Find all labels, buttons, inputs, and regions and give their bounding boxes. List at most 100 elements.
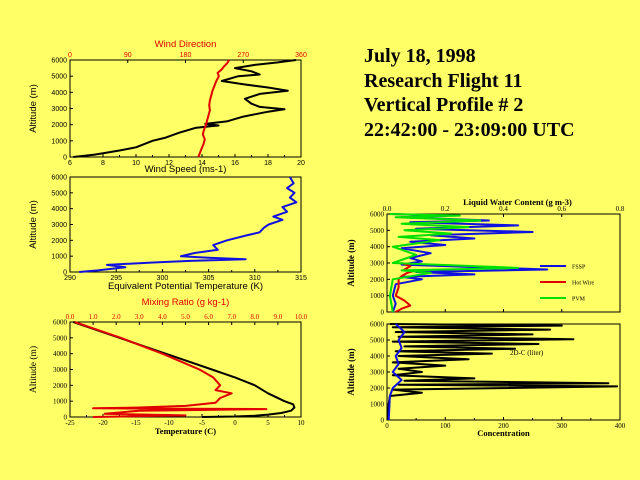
theta-y-tick-label: 4000 [51, 206, 67, 213]
wind-x-label: Wind Speed (ms-1) [145, 164, 227, 175]
wind-x2-tick-label: 0 [68, 52, 72, 59]
temp-frame [69, 321, 302, 418]
theta-x-tick-label: 290 [64, 275, 76, 282]
lwc-x-tick-label: 0.8 [616, 205, 625, 213]
wind-x-tick-label: 20 [297, 160, 305, 167]
conc-x-tick-label: 300 [557, 422, 568, 430]
wind-x2-tick-label: 360 [295, 52, 307, 59]
wind-y-tick-label: 6000 [51, 58, 67, 65]
lwc-legend-label: PVM [572, 297, 586, 303]
conc-x-tick-label: 400 [615, 422, 626, 430]
lwc-x-tick-label: 0.4 [499, 205, 508, 213]
theta-frame [69, 176, 302, 273]
conc-annotation: 2D-C (liter) [510, 349, 544, 357]
title-block: July 18, 1998 Research Flight 11 Vertica… [364, 44, 575, 142]
title-date: July 18, 1998 [364, 45, 476, 67]
conc-series-2d-c-liter [386, 323, 619, 421]
wind-y-tick-label: 3000 [51, 106, 67, 113]
wind-x-tick-label: 12 [165, 160, 173, 167]
theta-x-tick-label: 305 [203, 275, 215, 282]
theta-x-tick-label: 310 [249, 275, 261, 282]
theta-y-tick-label: 3000 [51, 222, 67, 229]
theta-x-tick-label: 315 [295, 275, 307, 282]
theta-x-tick-label: 300 [157, 275, 169, 282]
wind-x2-tick-label: 270 [237, 52, 249, 59]
wind-y-tick-label: 2000 [51, 122, 67, 129]
wind-series-wind-speed [73, 59, 297, 158]
wind-x-tick-label: 18 [264, 160, 272, 167]
temp-x2-tick-label: 6.0 [204, 313, 213, 321]
wind-x-tick-label: 6 [68, 160, 72, 167]
conc-x-label: Concentration [477, 428, 530, 438]
temp-x-tick-label: -5 [199, 419, 205, 427]
lwc-legend-label: Hot Wire [572, 281, 594, 287]
conc-y-tick-label: 4000 [370, 353, 385, 361]
wind-y-tick-label: 0 [63, 155, 67, 162]
theta-y-tick-label: 6000 [51, 175, 67, 182]
temp-x-tick-label: -15 [131, 419, 141, 427]
temp-x-tick-label: -25 [65, 419, 75, 427]
lwc-legend-label: FSSP [572, 265, 586, 271]
temp-y-tick-label: 1000 [53, 398, 68, 406]
temp-x2-tick-label: 5.0 [181, 313, 190, 321]
temp-x2-tick-label: 1.0 [89, 313, 98, 321]
title-flight: Research Flight 11 [364, 69, 523, 92]
lwc-y-tick-label: 5000 [370, 227, 385, 235]
temp-x2-tick-label: 8.0 [250, 313, 259, 321]
conc-y-tick-label: 3000 [370, 369, 385, 377]
wind-y-tick-label: 5000 [51, 74, 67, 81]
conc-y-label: Altitude (m) [346, 348, 356, 395]
lwc-y-tick-label: 1000 [370, 292, 385, 300]
lwc-y-tick-label: 2000 [370, 276, 385, 284]
temp-y-label: Altitude (m) [28, 346, 39, 393]
title-profile: Vertical Profile # 2 [364, 94, 524, 116]
lwc-title: Liquid Water Content (g m-3) [463, 197, 572, 207]
temp-x2-tick-label: 4.0 [158, 313, 167, 321]
wind-title: Wind Direction [155, 39, 217, 50]
temp-x-tick-label: -20 [98, 419, 108, 427]
temp-series-temperature [72, 321, 296, 418]
wind-y-label: Altitude (m) [28, 84, 39, 133]
temp-y-tick-label: 3000 [53, 366, 68, 374]
wind-series-wind-direction [197, 59, 230, 158]
lwc-x-tick-label: 0.2 [441, 205, 450, 213]
temp-y-tick-label: 5000 [53, 334, 68, 342]
wind-y-tick-label: 4000 [51, 90, 67, 97]
wind-x2-tick-label: 180 [180, 52, 192, 59]
theta-y-tick-label: 1000 [51, 254, 67, 261]
wind-y-tick-label: 1000 [51, 138, 67, 145]
theta-series-equivalent-potential-temperature [79, 176, 298, 273]
theta-x-tick-label: 295 [110, 275, 122, 282]
wind-x-tick-label: 14 [198, 160, 206, 167]
conc-y-tick-label: 0 [381, 417, 385, 425]
temp-x-tick-label: 0 [233, 419, 237, 427]
conc-x-tick-label: 0 [385, 422, 389, 430]
temp-x2-tick-label: 9.0 [274, 313, 283, 321]
temp-title: Mixing Ratio (g kg-1) [142, 297, 230, 308]
theta-y-tick-label: 0 [63, 270, 67, 277]
theta-x-label: Equivalent Potential Temperature (K) [108, 281, 263, 292]
lwc-x-tick-label: 0.0 [383, 205, 392, 213]
conc-y-tick-label: 1000 [370, 401, 385, 409]
conc-y-tick-label: 6000 [370, 321, 385, 329]
theta-y-tick-label: 2000 [51, 238, 67, 245]
title-time: 22:42:00 - 23:09:00 UTC [364, 118, 575, 141]
temp-y-tick-label: 2000 [53, 382, 68, 390]
temp-y-tick-label: 6000 [53, 319, 68, 327]
temp-x-tick-label: 10 [298, 419, 306, 427]
temp-x2-tick-label: 0.0 [66, 313, 75, 321]
lwc-y-tick-label: 4000 [370, 243, 385, 251]
lwc-y-label: Altitude (m) [346, 239, 356, 286]
wind-x2-tick-label: 90 [124, 52, 132, 59]
temp-x2-tick-label: 7.0 [227, 313, 236, 321]
theta-y-label: Altitude (m) [28, 200, 39, 249]
temp-x2-tick-label: 10.0 [295, 313, 308, 321]
lwc-y-tick-label: 0 [381, 309, 385, 317]
temp-y-tick-label: 4000 [53, 350, 68, 358]
temp-y-tick-label: 0 [64, 414, 68, 422]
lwc-y-tick-label: 3000 [370, 260, 385, 268]
lwc-y-tick-label: 6000 [370, 211, 385, 219]
temp-x2-tick-label: 2.0 [112, 313, 121, 321]
conc-x-tick-label: 200 [498, 422, 509, 430]
